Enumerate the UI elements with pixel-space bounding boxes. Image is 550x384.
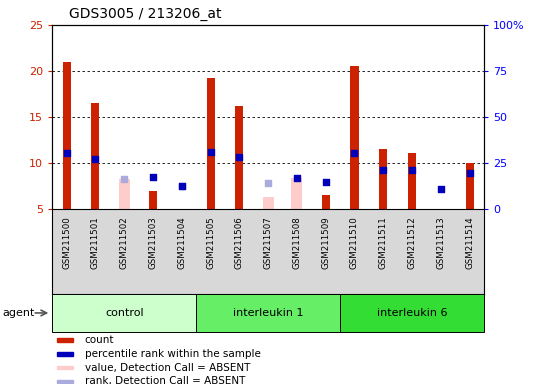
Point [177, 183, 186, 189]
Bar [408, 153, 416, 209]
Bar [466, 163, 474, 209]
Bar [52, 294, 196, 332]
Point [177, 183, 186, 189]
Point [321, 179, 330, 185]
Bar [91, 103, 100, 209]
Bar [63, 62, 70, 209]
Point [91, 156, 100, 162]
Bar [292, 178, 302, 209]
Text: GSM211507: GSM211507 [263, 216, 273, 269]
Text: count: count [85, 335, 114, 345]
Bar [235, 106, 243, 209]
Bar [263, 197, 273, 209]
Point [465, 170, 474, 176]
Text: agent: agent [3, 308, 35, 318]
Text: GSM211506: GSM211506 [235, 216, 244, 269]
Bar [57, 338, 73, 342]
Text: rank, Detection Call = ABSENT: rank, Detection Call = ABSENT [85, 376, 245, 384]
Point [350, 150, 359, 156]
Text: percentile rank within the sample: percentile rank within the sample [85, 349, 261, 359]
Bar [57, 380, 73, 383]
Point [206, 149, 215, 155]
Text: interleukin 6: interleukin 6 [377, 308, 447, 318]
Text: GSM211504: GSM211504 [177, 216, 186, 269]
Bar [196, 294, 340, 332]
Text: GSM211509: GSM211509 [321, 216, 330, 269]
Bar [350, 66, 359, 209]
Text: GSM211514: GSM211514 [465, 216, 474, 269]
Text: interleukin 1: interleukin 1 [233, 308, 304, 318]
Bar [340, 294, 484, 332]
Bar [119, 179, 130, 209]
Text: GSM211500: GSM211500 [62, 216, 71, 269]
Bar [207, 78, 215, 209]
Text: value, Detection Call = ABSENT: value, Detection Call = ABSENT [85, 362, 250, 372]
Point [120, 176, 129, 182]
Text: GSM211513: GSM211513 [436, 216, 446, 269]
Text: GSM211505: GSM211505 [206, 216, 215, 269]
Point [235, 154, 244, 160]
Text: GSM211512: GSM211512 [408, 216, 416, 269]
Point [264, 179, 273, 185]
Text: GSM211503: GSM211503 [148, 216, 157, 269]
Bar [322, 195, 329, 209]
Point [379, 167, 388, 173]
Point [293, 175, 301, 181]
Text: GDS3005 / 213206_at: GDS3005 / 213206_at [69, 7, 221, 21]
Text: GSM211502: GSM211502 [120, 216, 129, 269]
Text: GSM211508: GSM211508 [293, 216, 301, 269]
Point [408, 167, 416, 173]
Bar [379, 149, 387, 209]
Point [148, 174, 157, 180]
Text: GSM211501: GSM211501 [91, 216, 100, 269]
Bar [149, 191, 157, 209]
Point [436, 186, 445, 192]
Bar [57, 366, 73, 369]
Text: GSM211511: GSM211511 [379, 216, 388, 269]
Point [62, 150, 71, 156]
Text: control: control [105, 308, 144, 318]
Bar [57, 352, 73, 356]
Text: GSM211510: GSM211510 [350, 216, 359, 269]
